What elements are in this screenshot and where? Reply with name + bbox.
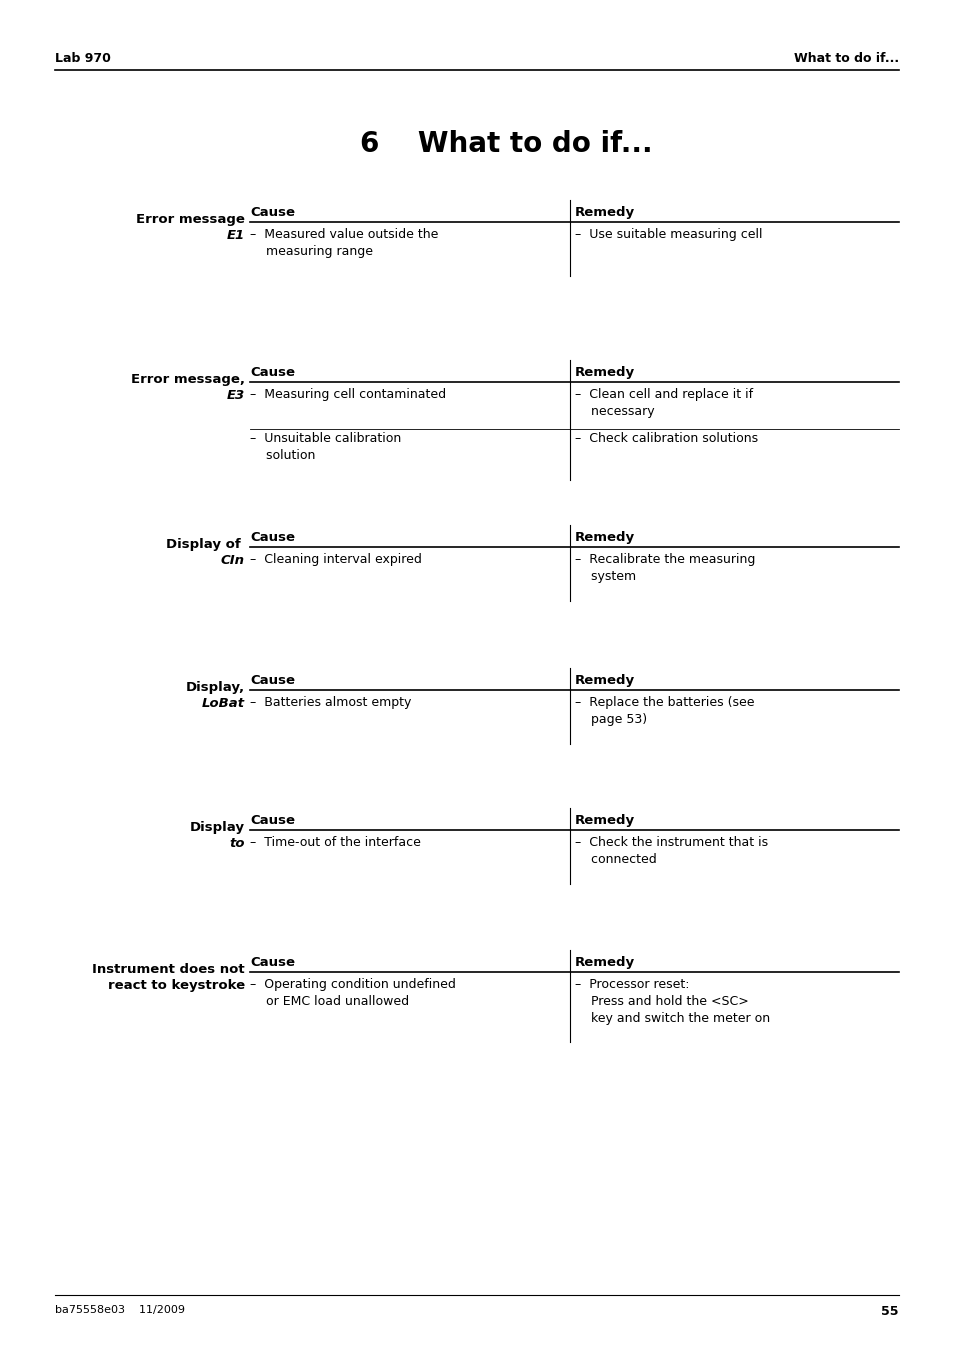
Text: Remedy: Remedy	[575, 674, 635, 688]
Text: CIn: CIn	[221, 554, 245, 567]
Text: to: to	[230, 838, 245, 850]
Text: Lab 970: Lab 970	[55, 51, 111, 65]
Text: Cause: Cause	[250, 366, 294, 380]
Text: What to do if...: What to do if...	[793, 51, 898, 65]
Text: LoBat: LoBat	[202, 697, 245, 711]
Text: E1: E1	[227, 230, 245, 242]
Text: –  Replace the batteries (see
    page 53): – Replace the batteries (see page 53)	[575, 696, 754, 725]
Text: Cause: Cause	[250, 674, 294, 688]
Text: Error message: Error message	[136, 213, 245, 226]
Text: Cause: Cause	[250, 957, 294, 969]
Text: ba75558e03    11/2009: ba75558e03 11/2009	[55, 1305, 185, 1315]
Text: Display,: Display,	[186, 681, 245, 694]
Text: 55: 55	[881, 1305, 898, 1319]
Text: –  Check the instrument that is
    connected: – Check the instrument that is connected	[575, 836, 767, 866]
Text: Remedy: Remedy	[575, 815, 635, 827]
Text: Instrument does not: Instrument does not	[92, 963, 245, 975]
Text: Display: Display	[190, 821, 245, 834]
Text: –  Batteries almost empty: – Batteries almost empty	[250, 696, 411, 709]
Text: Cause: Cause	[250, 531, 294, 544]
Text: Display of: Display of	[166, 538, 245, 551]
Text: –  Processor reset:
    Press and hold the <SC>
    key and switch the meter on: – Processor reset: Press and hold the <S…	[575, 978, 769, 1025]
Text: Error message,: Error message,	[131, 373, 245, 386]
Text: –  Measured value outside the
    measuring range: – Measured value outside the measuring r…	[250, 228, 438, 258]
Text: –  Operating condition undefined
    or EMC load unallowed: – Operating condition undefined or EMC l…	[250, 978, 456, 1008]
Text: –  Measuring cell contaminated: – Measuring cell contaminated	[250, 388, 446, 401]
Text: Cause: Cause	[250, 205, 294, 219]
Text: –  Use suitable measuring cell: – Use suitable measuring cell	[575, 228, 761, 240]
Text: –  Unsuitable calibration
    solution: – Unsuitable calibration solution	[250, 432, 401, 462]
Text: Cause: Cause	[250, 815, 294, 827]
Text: Remedy: Remedy	[575, 957, 635, 969]
Text: Remedy: Remedy	[575, 205, 635, 219]
Text: 6    What to do if...: 6 What to do if...	[359, 130, 652, 158]
Text: react to keystroke: react to keystroke	[108, 979, 245, 992]
Text: –  Recalibrate the measuring
    system: – Recalibrate the measuring system	[575, 553, 755, 584]
Text: –  Cleaning interval expired: – Cleaning interval expired	[250, 553, 421, 566]
Text: E3: E3	[227, 389, 245, 403]
Text: Remedy: Remedy	[575, 531, 635, 544]
Text: –  Time-out of the interface: – Time-out of the interface	[250, 836, 420, 848]
Text: –  Clean cell and replace it if
    necessary: – Clean cell and replace it if necessary	[575, 388, 752, 417]
Text: –  Check calibration solutions: – Check calibration solutions	[575, 432, 758, 444]
Text: Remedy: Remedy	[575, 366, 635, 380]
